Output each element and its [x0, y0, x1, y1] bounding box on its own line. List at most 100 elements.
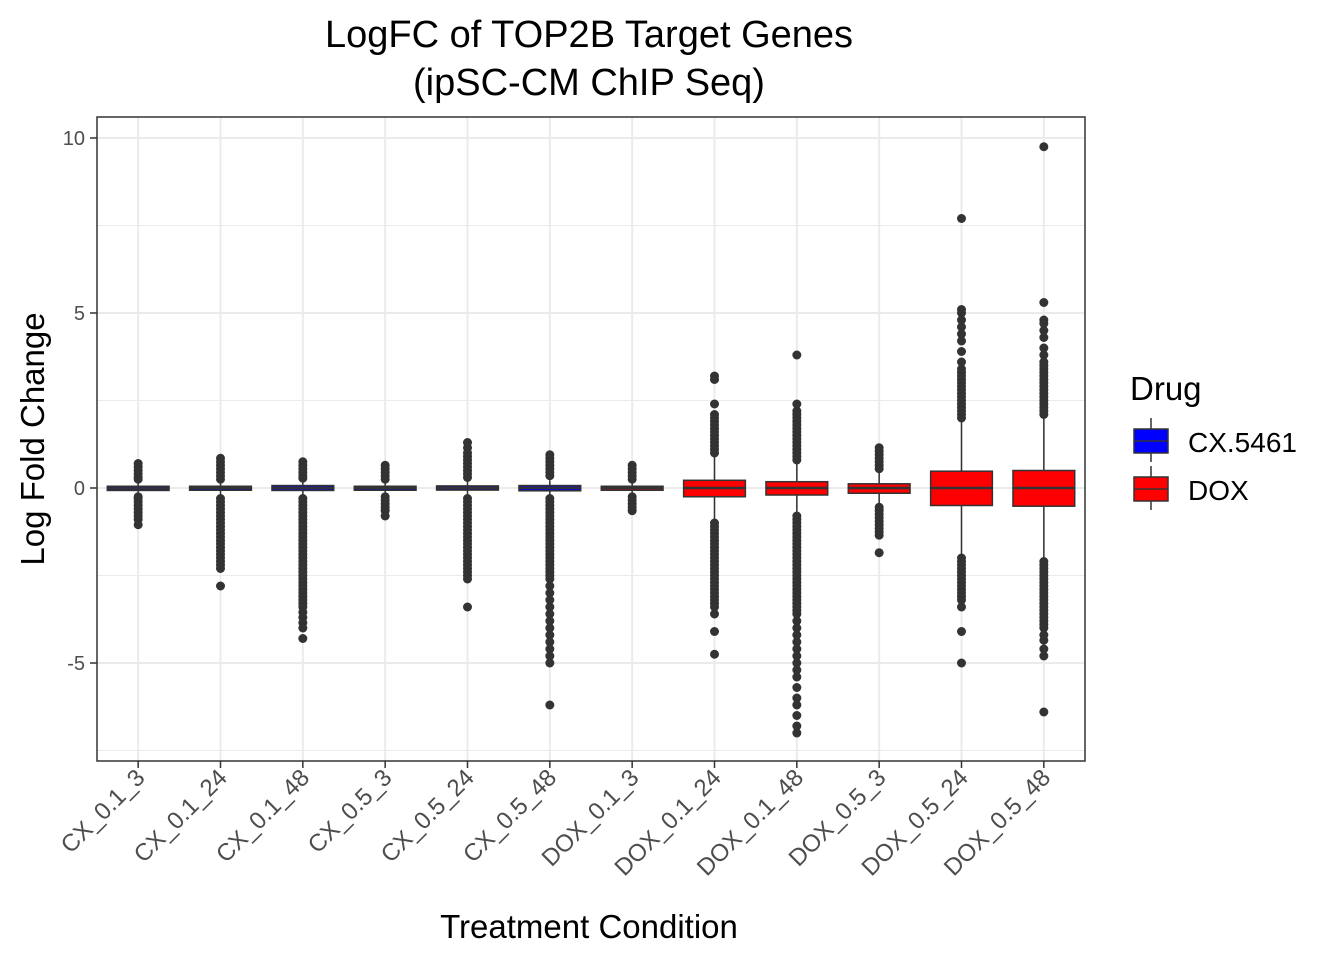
- outlier-point: [792, 630, 802, 640]
- outlier-point: [710, 375, 719, 384]
- box-CX_0.5_48: [518, 450, 582, 710]
- outlier-point: [545, 616, 555, 626]
- y-tick-label: 5: [74, 303, 85, 325]
- plot-panel: [97, 117, 1085, 761]
- outlier-point: [216, 581, 225, 591]
- box-DOX_0.1_24: [682, 371, 747, 659]
- box-DOX_0.5_24: [929, 214, 994, 668]
- outlier-point: [957, 357, 966, 367]
- box-DOX_0.1_3: [600, 460, 664, 516]
- outlier-point: [545, 595, 555, 605]
- outlier-point: [463, 473, 472, 482]
- outlier-point: [216, 474, 225, 484]
- outlier-point: [545, 700, 555, 710]
- outlier-point: [380, 511, 390, 521]
- outlier-point: [1039, 651, 1049, 661]
- outlier-point: [627, 474, 637, 484]
- outlier-point: [545, 609, 555, 619]
- box-series: [106, 142, 1076, 738]
- outlier-point: [792, 711, 802, 720]
- outlier-point: [957, 336, 966, 346]
- outlier-point: [545, 651, 555, 661]
- outlier-point: [792, 644, 802, 654]
- outlier-point: [957, 315, 966, 325]
- outlier-point: [463, 602, 472, 612]
- outlier-point: [792, 623, 802, 633]
- outlier-point: [1039, 635, 1049, 645]
- outlier-point: [957, 595, 966, 605]
- legend-label: CX.5461: [1188, 427, 1297, 458]
- legend: Drug CX.5461 DOX: [1130, 370, 1297, 510]
- outlier-point: [545, 623, 555, 633]
- box-CX_0.1_3: [106, 459, 170, 530]
- outlier-point: [874, 464, 884, 474]
- y-tick-label: -5: [67, 653, 85, 675]
- outlier-point: [133, 520, 143, 530]
- outlier-point: [957, 627, 966, 636]
- box-CX_0.1_24: [188, 453, 253, 591]
- box-CX_0.5_24: [435, 438, 500, 612]
- y-gridlines: [97, 137, 1085, 751]
- outlier-point: [1039, 142, 1049, 152]
- outlier-point: [627, 506, 637, 516]
- outlier-point: [792, 455, 802, 465]
- outlier-point: [792, 399, 802, 409]
- outlier-point: [380, 474, 390, 484]
- outlier-point: [792, 672, 802, 682]
- outlier-point: [545, 471, 555, 481]
- outlier-point: [957, 308, 966, 318]
- outlier-point: [133, 474, 143, 484]
- outlier-point: [1039, 326, 1049, 335]
- outlier-point: [545, 658, 555, 668]
- x-axis: CX_0.1_3CX_0.1_24CX_0.1_48CX_0.5_3CX_0.5…: [56, 761, 1056, 881]
- outlier-point: [792, 609, 802, 619]
- legend-item: DOX: [1133, 466, 1249, 510]
- outlier-point: [710, 627, 719, 636]
- outlier-point: [957, 329, 966, 339]
- outlier-point: [545, 637, 555, 647]
- outlier-point: [792, 700, 802, 710]
- outlier-point: [957, 347, 966, 356]
- outlier-point: [710, 399, 719, 409]
- plot-border: [96, 116, 1086, 762]
- outlier-point: [792, 616, 802, 626]
- legend-title: Drug: [1130, 370, 1202, 407]
- chart-title-line2: (ipSC-CM ChIP Seq): [413, 62, 765, 104]
- outlier-point: [792, 728, 802, 738]
- outlier-point: [792, 683, 802, 692]
- outlier-point: [1039, 319, 1049, 328]
- box-DOX_0.5_3: [847, 443, 911, 558]
- outlier-point: [545, 581, 555, 591]
- legend-items: CX.5461 DOX: [1133, 418, 1297, 510]
- panel-background: [97, 117, 1085, 761]
- y-tick-label: 0: [74, 478, 85, 500]
- outlier-point: [1039, 343, 1049, 353]
- outlier-point: [792, 665, 802, 675]
- outlier-point: [1039, 298, 1049, 307]
- outlier-point: [545, 630, 555, 640]
- outlier-point: [710, 609, 719, 619]
- outlier-point: [792, 693, 802, 703]
- outlier-point: [957, 214, 966, 223]
- outlier-point: [463, 574, 472, 584]
- outlier-point: [710, 649, 719, 659]
- outlier-point: [545, 644, 555, 654]
- outlier-point: [298, 634, 308, 643]
- outlier-point: [1039, 707, 1049, 717]
- outlier-point: [874, 548, 884, 558]
- outlier-point: [298, 473, 308, 483]
- outlier-point: [1039, 410, 1049, 419]
- box-CX_0.1_48: [271, 457, 335, 643]
- y-axis-title: Log Fold Change: [14, 312, 51, 565]
- box-DOX_0.1_48: [765, 350, 829, 738]
- outlier-point: [957, 322, 966, 332]
- outlier-point: [216, 564, 225, 573]
- legend-item: CX.5461: [1133, 418, 1297, 462]
- outlier-point: [792, 350, 802, 360]
- outlier-point: [710, 448, 719, 458]
- x-axis-title: Treatment Condition: [440, 908, 738, 945]
- chart-title-line1: LogFC of TOP2B Target Genes: [325, 14, 853, 56]
- outlier-point: [1039, 350, 1049, 360]
- outlier-point: [792, 658, 802, 668]
